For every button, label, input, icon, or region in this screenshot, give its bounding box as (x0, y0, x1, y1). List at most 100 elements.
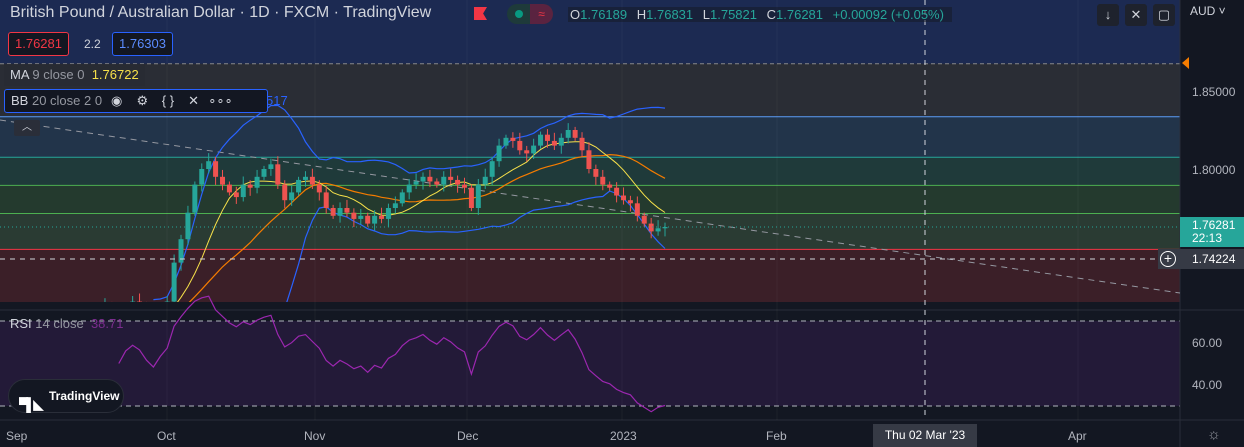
chart-title: British Pound / Australian Dollar · 1D ·… (10, 4, 432, 21)
time-label: Feb (766, 429, 787, 443)
candle-body (289, 192, 295, 201)
bb-lower-line (286, 190, 666, 302)
logo-text: TradingView (49, 389, 120, 403)
candle-body (213, 161, 219, 177)
candle-body (482, 176, 488, 185)
candle-body (309, 176, 315, 185)
currency-select[interactable]: AUD ˅ (1190, 4, 1226, 18)
trend-line (0, 119, 1181, 294)
remove-icon[interactable]: ✕ (188, 93, 200, 108)
tradingview-logo[interactable]: ▀▌◣ TradingView (8, 379, 124, 413)
candle-body (399, 192, 405, 204)
candle-body (392, 203, 398, 208)
candle-body (254, 176, 260, 188)
bb-name: BB (11, 93, 29, 108)
price-label: 1.85000 (1192, 85, 1236, 99)
ma-value: 1.76722 (91, 67, 139, 82)
time-label: 2023 (610, 429, 637, 443)
candle-body (503, 137, 509, 146)
close-value: 1.76281 (776, 7, 824, 22)
candle-body (233, 192, 239, 198)
high-label: H (636, 7, 647, 22)
crosshair-date-tag: Thu 02 Mar '23 (873, 424, 977, 447)
fullscreen-button[interactable]: ▢ (1153, 4, 1175, 26)
candle-body (627, 200, 633, 204)
candle-body (420, 176, 426, 182)
rsi-axis-label: 40.00 (1192, 378, 1223, 392)
open-label: O (570, 7, 581, 22)
candle-body (496, 145, 502, 162)
candle-body (614, 187, 620, 196)
candle-body (358, 215, 364, 219)
chart-settings-icon[interactable]: ☼ (1207, 426, 1221, 443)
candle-body (524, 150, 530, 154)
settings-icon[interactable]: ⚙ (136, 93, 149, 108)
candle-body (372, 215, 378, 224)
eye-icon[interactable]: ◉ (111, 93, 123, 108)
candle-body (621, 195, 627, 201)
candle-body (655, 228, 661, 232)
candle-body (206, 161, 212, 169)
collapse-button[interactable]: ✕ (1125, 4, 1147, 26)
candle-body (531, 145, 537, 154)
candle-body (551, 140, 557, 146)
candle-body (220, 176, 226, 185)
candle-body (593, 169, 599, 177)
collapse-legend-button[interactable]: ︿ (14, 120, 40, 136)
candle-body (192, 184, 198, 213)
rsi-line (118, 295, 666, 413)
candle-body (330, 208, 336, 216)
candle-body (634, 203, 640, 216)
candle-body (164, 301, 170, 302)
high-value: 1.76831 (646, 7, 694, 22)
bb-legend[interactable]: BB 20 close 2 0 ◉ ⚙ { } ✕ ∘∘∘ (4, 89, 268, 113)
market-status-toggle[interactable]: ≈ (507, 4, 553, 24)
tradingview-logo-icon: ▀▌◣ (19, 397, 43, 412)
rsi-legend[interactable]: RSI 14 close 38.71 (10, 316, 124, 331)
ma-name: MA (10, 67, 29, 82)
time-label: Sep (6, 429, 28, 443)
ma-line (176, 141, 666, 302)
low-value: 1.75821 (710, 7, 757, 22)
ohlc-readout: O1.76189 H1.76831 L1.75821 C1.76281 +0.0… (568, 7, 952, 22)
candle-body (558, 137, 564, 146)
rsi-axis-label: 60.00 (1192, 336, 1223, 350)
crosshair-price-tag: 1.74224 (1158, 249, 1244, 269)
fib-zone (0, 213, 1180, 250)
candle-body (413, 181, 419, 185)
scroll-down-button[interactable]: ↓ (1097, 4, 1119, 26)
flag-icon[interactable] (474, 7, 487, 20)
candle-body (468, 187, 474, 208)
candle-body (302, 176, 308, 180)
candle-body (130, 301, 136, 302)
candle-body (600, 176, 606, 185)
candle-body (579, 137, 585, 151)
more-icon[interactable]: ∘∘∘ (208, 93, 233, 108)
fib-zone (0, 185, 1180, 214)
rsi-band (0, 321, 1180, 406)
bb-params: 20 close 2 0 (31, 93, 103, 108)
candle-body (538, 134, 544, 146)
source-code-icon[interactable]: { } (161, 93, 175, 108)
candle-body (316, 184, 322, 193)
candle-body (489, 161, 495, 177)
bb-basis-line (188, 153, 666, 302)
time-label: Apr (1068, 429, 1087, 443)
candle-body (441, 176, 447, 185)
candle-body (641, 215, 647, 224)
candle-body (344, 208, 350, 213)
time-label: Oct (157, 429, 176, 443)
candle-body (185, 212, 191, 240)
add-alert-plus-icon[interactable]: + (1160, 251, 1176, 267)
candle-body (510, 137, 516, 141)
candle-body (261, 169, 267, 177)
buy-button[interactable]: 1.76303 (112, 32, 173, 56)
candle-body (572, 130, 578, 138)
ma-legend[interactable]: MA 9 close 0 1.76722 (4, 64, 145, 86)
rsi-params: 14 close (35, 316, 84, 331)
sell-button[interactable]: 1.76281 (8, 32, 69, 56)
candle-body (226, 184, 232, 193)
ma-params: 9 close 0 (32, 67, 85, 82)
candle-body (448, 176, 454, 180)
